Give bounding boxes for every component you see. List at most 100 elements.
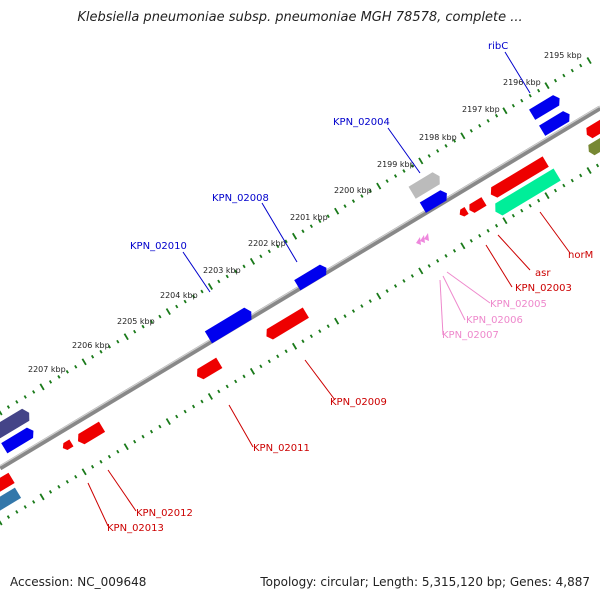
minor-tick bbox=[116, 339, 120, 344]
tick-label: 2203 kbp bbox=[203, 266, 241, 275]
tick-labels: 2195 kbp 2196 kbp 2197 kbp 2198 kbp 2199… bbox=[28, 51, 582, 374]
minor-tick bbox=[149, 429, 154, 434]
minor-tick bbox=[267, 359, 271, 364]
minor-tick bbox=[234, 379, 238, 384]
gene-kpn-02011-block[interactable] bbox=[194, 357, 223, 382]
tick-label: 2195 kbp bbox=[544, 51, 582, 60]
minor-tick bbox=[149, 319, 154, 324]
major-tick bbox=[418, 157, 424, 165]
gene-label-ribc[interactable]: ribC bbox=[488, 41, 508, 52]
gene-label-kpn-02011[interactable]: KPN_02011 bbox=[253, 443, 310, 454]
gene-label-kpn-02010[interactable]: KPN_02010 bbox=[130, 241, 187, 252]
gene-label-kpn-02006[interactable]: KPN_02006 bbox=[466, 315, 523, 326]
minor-tick bbox=[553, 78, 558, 83]
tick-label: 2204 kbp bbox=[160, 291, 198, 300]
forward-genes bbox=[0, 93, 573, 454]
minor-tick bbox=[360, 304, 364, 308]
minor-tick bbox=[276, 354, 280, 359]
gene-kpn-02009-block[interactable] bbox=[263, 307, 309, 342]
minor-tick bbox=[494, 113, 499, 118]
minor-tick bbox=[469, 128, 473, 133]
minor-tick bbox=[225, 274, 229, 279]
minor-tick bbox=[141, 434, 145, 439]
gene-small-red-block[interactable] bbox=[458, 207, 469, 218]
minor-tick bbox=[74, 474, 78, 479]
major-tick bbox=[0, 520, 3, 526]
gene-left-blue-block[interactable] bbox=[1, 426, 36, 454]
tick-label: 2196 kbp bbox=[503, 78, 541, 87]
minor-tick bbox=[402, 169, 406, 173]
gene-olive-block[interactable] bbox=[586, 134, 600, 157]
minor-tick bbox=[351, 309, 356, 313]
tick-track-inner bbox=[0, 163, 600, 526]
minor-tick bbox=[158, 314, 162, 319]
gene-gray-block[interactable] bbox=[408, 170, 444, 199]
minor-tick bbox=[301, 229, 305, 234]
gene-label-kpn-02009[interactable]: KPN_02009 bbox=[330, 397, 387, 408]
minor-tick bbox=[116, 449, 120, 454]
minor-tick bbox=[65, 479, 69, 484]
gene-ribc-block[interactable] bbox=[529, 93, 563, 120]
tick-label: 2200 kbp bbox=[334, 186, 372, 195]
minor-tick bbox=[486, 118, 490, 123]
gene-kpn-02005-02007-blocks[interactable] bbox=[416, 233, 429, 245]
minor-tick bbox=[267, 249, 271, 254]
minor-tick bbox=[309, 334, 313, 339]
gene-label-kpn-02003[interactable]: KPN_02003 bbox=[515, 283, 572, 294]
gene-label-asr[interactable]: asr bbox=[535, 268, 551, 279]
major-tick bbox=[586, 57, 592, 64]
minor-tick bbox=[74, 364, 78, 369]
forward-leader-lines bbox=[182, 51, 531, 293]
gene-kpn-02010-block[interactable] bbox=[204, 306, 255, 344]
minor-tick bbox=[402, 279, 406, 283]
gene-asr-block[interactable] bbox=[467, 197, 487, 214]
gene-navy-block[interactable] bbox=[0, 407, 33, 439]
minor-tick bbox=[217, 279, 221, 284]
gene-label-kpn-02007[interactable]: KPN_02007 bbox=[442, 330, 499, 341]
gene-label-norm[interactable]: norM bbox=[568, 250, 593, 261]
gene-kpn-02008-block[interactable] bbox=[294, 263, 329, 291]
minor-tick bbox=[579, 173, 583, 178]
minor-tick bbox=[444, 144, 448, 148]
minor-tick bbox=[217, 389, 221, 394]
gene-ribc-block-2[interactable] bbox=[539, 109, 573, 136]
minor-tick bbox=[368, 299, 372, 303]
minor-tick bbox=[343, 314, 347, 318]
gene-label-kpn-02012[interactable]: KPN_02012 bbox=[136, 508, 193, 519]
minor-tick bbox=[32, 390, 36, 394]
minor-tick bbox=[393, 284, 398, 288]
minor-tick bbox=[309, 224, 313, 229]
tick-label: 2201 kbp bbox=[290, 213, 328, 222]
minor-tick bbox=[385, 179, 389, 183]
reverse-genes bbox=[0, 117, 600, 514]
minor-tick bbox=[318, 329, 322, 334]
gene-right-red-block[interactable] bbox=[584, 117, 600, 140]
major-tick bbox=[334, 207, 340, 215]
gene-kpn-02013-block[interactable] bbox=[61, 439, 74, 452]
minor-tick bbox=[259, 254, 263, 259]
gene-steel-block[interactable] bbox=[0, 487, 22, 514]
gene-label-kpn-02013[interactable]: KPN_02013 bbox=[107, 523, 164, 534]
gene-label-kpn-02004[interactable]: KPN_02004 bbox=[333, 117, 390, 128]
major-tick bbox=[376, 292, 382, 300]
major-tick bbox=[291, 342, 298, 350]
gene-left-red-block[interactable] bbox=[0, 472, 15, 495]
major-tick bbox=[291, 232, 298, 240]
minor-tick bbox=[410, 164, 414, 168]
gene-norm-block-teal[interactable] bbox=[492, 168, 561, 217]
minor-tick bbox=[393, 174, 398, 178]
gene-norm-block-red[interactable] bbox=[488, 156, 549, 199]
major-tick bbox=[165, 308, 171, 316]
gene-kpn-02004-block[interactable] bbox=[419, 188, 450, 213]
pink-leader-lines bbox=[439, 271, 491, 336]
major-tick bbox=[207, 283, 213, 290]
minor-tick bbox=[284, 349, 288, 354]
gene-label-kpn-02005[interactable]: KPN_02005 bbox=[490, 299, 547, 310]
gene-label-kpn-02008[interactable]: KPN_02008 bbox=[212, 193, 269, 204]
minor-tick bbox=[183, 299, 187, 304]
minor-tick bbox=[276, 244, 280, 249]
gene-kpn-02012-block[interactable] bbox=[75, 421, 106, 447]
major-tick bbox=[502, 107, 508, 115]
major-tick bbox=[81, 358, 87, 366]
